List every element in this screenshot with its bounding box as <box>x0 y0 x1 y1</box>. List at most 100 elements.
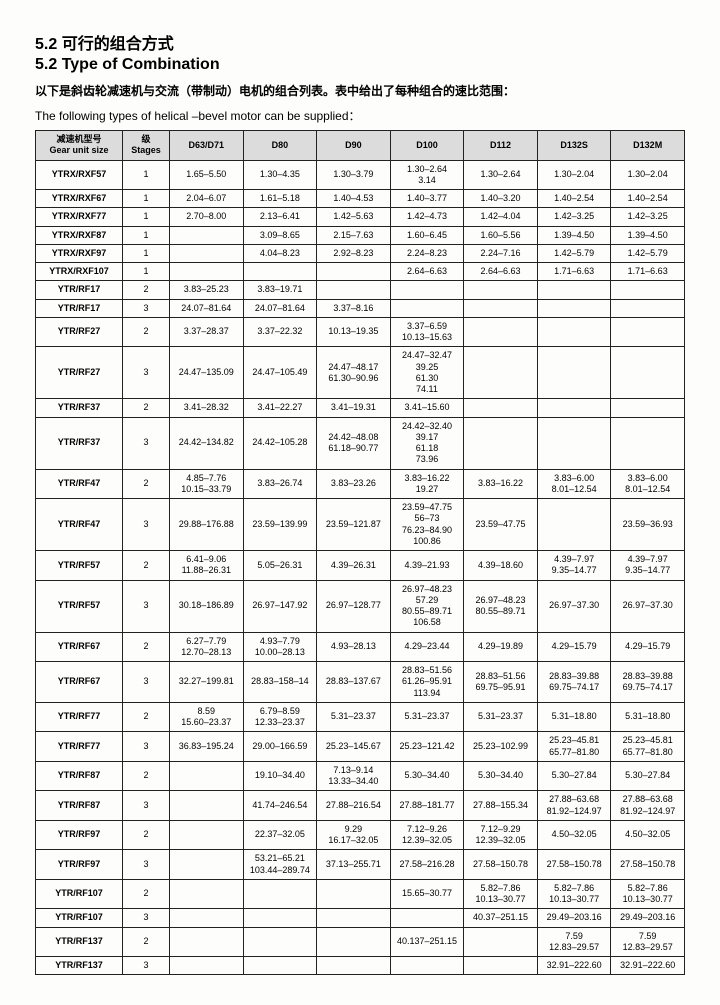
combination-table: 减速机型号 Gear unit size 级 Stages D63/D71 D8… <box>35 130 685 975</box>
cell-value <box>464 281 538 299</box>
cell-value: 1.40–2.54 <box>537 190 611 208</box>
th-stage-en: Stages <box>125 145 167 156</box>
title-cn: 5.2 可行的组合方式 <box>35 30 685 54</box>
cell-model: YTR/RF57 <box>36 580 123 632</box>
cell-value: 2.13–6.41 <box>243 208 317 226</box>
cell-value: 4.50–32.05 <box>611 820 685 850</box>
cell-value <box>611 281 685 299</box>
cell-value: 24.07–81.64 <box>170 299 244 317</box>
cell-model: YTRX/RXF77 <box>36 208 123 226</box>
cell-value: 4.39–21.93 <box>390 551 464 581</box>
table-row: YTR/RF57330.18–186.8926.97–147.9226.97–1… <box>36 580 685 632</box>
cell-value: 2.70–8.00 <box>170 208 244 226</box>
cell-value <box>537 399 611 417</box>
cell-value: 2.15–7.63 <box>317 226 391 244</box>
table-row: YTR/RF47329.88–176.8823.59–139.9923.59–1… <box>36 499 685 551</box>
cell-value <box>611 417 685 469</box>
cell-stage: 1 <box>123 263 170 281</box>
cell-value <box>537 299 611 317</box>
th-stage: 级 Stages <box>123 131 170 161</box>
cell-model: YTR/RF37 <box>36 399 123 417</box>
cell-value: 28.83–39.8869.75–74.17 <box>611 662 685 703</box>
cell-stage: 2 <box>123 281 170 299</box>
cell-value: 1.30–3.79 <box>317 160 391 190</box>
cell-value: 24.07–81.64 <box>243 299 317 317</box>
cell-value: 6.41–9.0611.88–26.31 <box>170 551 244 581</box>
table-row: YTR/RF107340.37–251.1529.49–203.1629.49–… <box>36 909 685 927</box>
cell-stage: 3 <box>123 957 170 975</box>
cell-value: 4.04–8.23 <box>243 244 317 262</box>
cell-value: 19.10–34.40 <box>243 761 317 791</box>
cell-value: 24.42–48.0861.18–90.77 <box>317 417 391 469</box>
cell-stage: 3 <box>123 850 170 880</box>
cell-value: 1.40–3.20 <box>464 190 538 208</box>
cell-stage: 2 <box>123 820 170 850</box>
cell-value <box>170 761 244 791</box>
cell-value: 22.37–32.05 <box>243 820 317 850</box>
cell-value: 27.88–155.34 <box>464 791 538 821</box>
cell-value: 25.23–145.67 <box>317 732 391 762</box>
cell-value: 3.37–8.16 <box>317 299 391 317</box>
cell-value: 5.31–18.80 <box>537 702 611 732</box>
cell-value: 28.83–137.67 <box>317 662 391 703</box>
cell-model: YTR/RF67 <box>36 662 123 703</box>
cell-value: 1.60–5.56 <box>464 226 538 244</box>
cell-value: 1.42–3.25 <box>611 208 685 226</box>
cell-value: 2.24–8.23 <box>390 244 464 262</box>
cell-value <box>464 399 538 417</box>
table-row: YTRX/RXF5711.65–5.501.30–4.351.30–3.791.… <box>36 160 685 190</box>
cell-value <box>537 317 611 347</box>
cell-value: 5.30–34.40 <box>390 761 464 791</box>
cell-value <box>243 263 317 281</box>
th-col: D112 <box>464 131 538 161</box>
cell-value: 1.30–2.64 <box>464 160 538 190</box>
cell-value: 7.5912.83–29.57 <box>611 927 685 957</box>
cell-value: 27.58–216.28 <box>390 850 464 880</box>
cell-model: YTR/RF137 <box>36 927 123 957</box>
table-row: YTRX/RXF7712.70–8.002.13–6.411.42–5.631.… <box>36 208 685 226</box>
cell-value: 24.42–105.28 <box>243 417 317 469</box>
table-row: YTR/RF137332.91–222.6032.91–222.60 <box>36 957 685 975</box>
cell-value <box>317 263 391 281</box>
cell-value: 7.12–9.2912.39–32.05 <box>464 820 538 850</box>
cell-value: 3.83–6.008.01–12.54 <box>611 469 685 499</box>
cell-value <box>390 909 464 927</box>
cell-stage: 2 <box>123 469 170 499</box>
cell-value <box>464 417 538 469</box>
table-row: YTRX/RXF8713.09–8.652.15–7.631.60–6.451.… <box>36 226 685 244</box>
cell-value <box>170 879 244 909</box>
cell-stage: 2 <box>123 879 170 909</box>
cell-value <box>317 927 391 957</box>
table-row: YTR/RF3723.41–28.323.41–22.273.41–19.313… <box>36 399 685 417</box>
cell-value: 7.5912.83–29.57 <box>537 927 611 957</box>
cell-value: 30.18–186.89 <box>170 580 244 632</box>
cell-value <box>170 927 244 957</box>
cell-value: 41.74–246.54 <box>243 791 317 821</box>
cell-value <box>611 317 685 347</box>
cell-model: YTRX/RXF97 <box>36 244 123 262</box>
table-row: YTRX/RXF9714.04–8.232.92–8.232.24–8.232.… <box>36 244 685 262</box>
cell-value <box>537 499 611 551</box>
cell-value: 1.30–2.643.14 <box>390 160 464 190</box>
cell-value <box>537 417 611 469</box>
cell-value: 1.40–2.54 <box>611 190 685 208</box>
cell-value: 5.31–23.37 <box>317 702 391 732</box>
cell-value: 29.88–176.88 <box>170 499 244 551</box>
cell-model: YTR/RF87 <box>36 761 123 791</box>
table-row: YTR/RF5726.41–9.0611.88–26.315.05–26.314… <box>36 551 685 581</box>
cell-value: 28.83–51.5669.75–95.91 <box>464 662 538 703</box>
table-row: YTR/RF87341.74–246.5427.88–216.5427.88–1… <box>36 791 685 821</box>
cell-value: 24.47–105.49 <box>243 347 317 399</box>
cell-model: YTR/RF107 <box>36 909 123 927</box>
th-col: D132S <box>537 131 611 161</box>
cell-value: 25.23–102.99 <box>464 732 538 762</box>
cell-value <box>243 909 317 927</box>
cell-value: 2.64–6.63 <box>464 263 538 281</box>
cell-stage: 3 <box>123 580 170 632</box>
cell-value: 32.91–222.60 <box>537 957 611 975</box>
cell-value <box>390 299 464 317</box>
cell-value: 26.97–128.77 <box>317 580 391 632</box>
table-row: YTR/RF7728.5915.60–23.376.79–8.5912.33–2… <box>36 702 685 732</box>
cell-value: 37.13–255.71 <box>317 850 391 880</box>
cell-value: 3.83–19.71 <box>243 281 317 299</box>
